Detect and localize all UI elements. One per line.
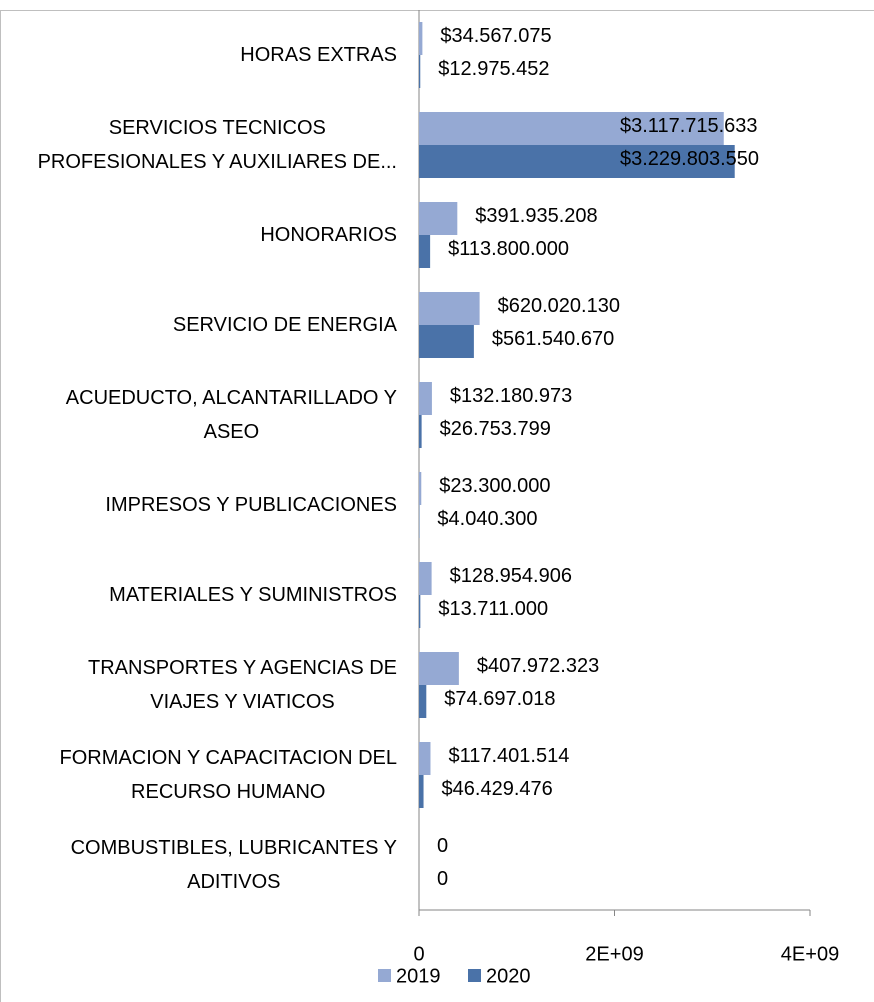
bar [419,292,480,325]
value-label: $407.972.323 [477,655,599,677]
value-label: $46.429.476 [442,778,553,800]
category-label-box: HORAS EXTRAS [240,38,397,72]
value-label: $13.711.000 [438,598,548,620]
bar [419,112,724,145]
value-label: $113.800.000 [448,238,569,260]
value-label: $391.935.208 [475,205,597,227]
frame [0,10,874,1002]
category-label: TRANSPORTES Y AGENCIAS DE VIAJES Y VIATI… [88,657,397,713]
category-label-box: IMPRESOS Y PUBLICACIONES [105,488,397,522]
category-label-box: COMBUSTIBLES, LUBRICANTES Y ADITIVOS [71,831,397,899]
value-label: $26.753.799 [440,418,551,440]
x-tick-label: 4E+09 [781,943,839,965]
value-label: $74.697.018 [444,688,555,710]
bar [419,202,458,235]
category-label: FORMACION Y CAPACITACION DEL RECURSO HUM… [59,747,397,803]
bar [419,685,427,718]
x-tick-label: 0 [413,943,424,965]
bar [419,415,422,448]
value-label: $128.954.906 [450,565,572,587]
bar [419,472,422,505]
category-label-box: HONORARIOS [260,218,397,252]
value-label: $12.975.452 [438,58,549,80]
category-label-box: MATERIALES Y SUMINISTROS [109,578,397,612]
legend-swatch [378,969,391,982]
category-label-box: SERVICIO DE ENERGIA [173,308,397,342]
bar [419,22,423,55]
bar [419,145,735,178]
category-label: ACUEDUCTO, ALCANTARILLADO Y ASEO [65,387,397,443]
value-label: 0 [437,835,448,857]
value-label: $34.567.075 [440,25,551,47]
category-label-box: SERVICIOS TECNICOS PROFESIONALES Y AUXIL… [38,111,397,179]
bar [419,562,432,595]
category-label: SERVICIO DE ENERGIA [172,314,397,336]
bar [419,325,474,358]
category-label: HONORARIOS [260,224,397,246]
bar [419,595,421,628]
category-label-box: FORMACION Y CAPACITACION DEL RECURSO HUM… [60,741,397,809]
category-label: IMPRESOS Y PUBLICACIONES [105,494,397,516]
category-label: SERVICIOS TECNICOS PROFESIONALES Y AUXIL… [37,117,397,173]
value-label: $620.020.130 [498,295,620,317]
value-label: $3.117.715.633 [620,115,758,137]
legend-swatch [468,969,481,982]
legend-label: 2019 [396,965,441,987]
value-label: $23.300.000 [439,475,550,497]
bar [419,775,424,808]
category-label: COMBUSTIBLES, LUBRICANTES Y ADITIVOS [70,837,397,893]
value-label: 0 [437,868,448,890]
category-label: HORAS EXTRAS [240,44,397,66]
bar [419,742,431,775]
value-label: $561.540.670 [492,328,614,350]
value-label: $117.401.514 [448,745,569,767]
legend-label: 2020 [486,965,531,987]
value-label: $132.180.973 [450,385,572,407]
bar [419,235,431,268]
bar [419,55,421,88]
bar [419,382,432,415]
bar [419,652,459,685]
value-label: $3.229.803.550 [620,148,759,170]
category-label-box: TRANSPORTES Y AGENCIAS DE VIAJES Y VIATI… [88,651,397,719]
category-label-box: ACUEDUCTO, ALCANTARILLADO Y ASEO [66,381,397,449]
value-label: $4.040.300 [437,508,537,530]
x-tick-label: 2E+09 [585,943,643,965]
category-label: MATERIALES Y SUMINISTROS [109,584,397,606]
